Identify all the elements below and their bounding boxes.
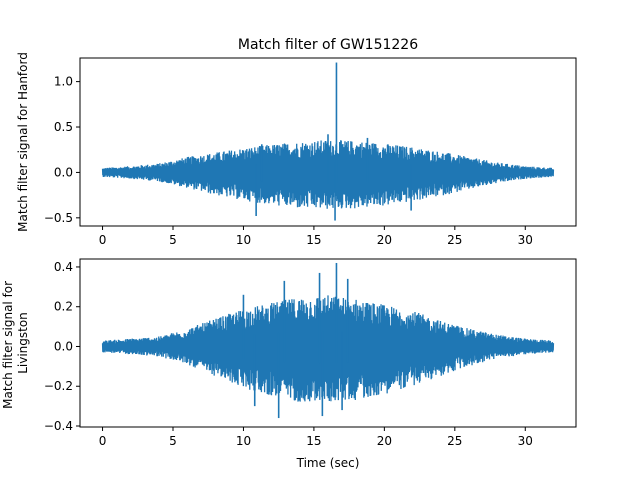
hanford-y-tick-label: −0.5 bbox=[44, 211, 73, 225]
hanford-x-tick-label: 0 bbox=[99, 233, 107, 247]
livingston-signal-group bbox=[101, 262, 555, 419]
x-axis-label: Time (sec) bbox=[296, 456, 360, 470]
hanford-x-ticks: 0 5 10 15 20 25 30 bbox=[99, 226, 533, 247]
livingston-x-tick-label: 0 bbox=[99, 434, 107, 448]
hanford-x-tick-label: 25 bbox=[447, 233, 462, 247]
livingston-y-axis-label-line-1: Match filter signal for bbox=[1, 281, 15, 409]
livingston-x-tick-label: 20 bbox=[377, 434, 392, 448]
livingston-y-tick-label: 0.0 bbox=[54, 339, 73, 353]
livingston-subplot: 0 5 10 15 20 25 30 −0.4 −0.2 0.0 0.2 0.4 Match fil… bbox=[1, 258, 577, 470]
chart-title: Match filter of GW151226 bbox=[238, 37, 418, 53]
livingston-x-tick-label: 10 bbox=[236, 434, 251, 448]
livingston-axes-frame bbox=[79, 258, 577, 428]
livingston-y-tick-label: 0.2 bbox=[54, 300, 73, 314]
livingston-y-tick-label: −0.4 bbox=[44, 419, 73, 433]
hanford-x-tick-label: 30 bbox=[518, 233, 533, 247]
livingston-y-ticks: −0.4 −0.2 0.0 0.2 0.4 bbox=[44, 260, 80, 433]
livingston-y-tick-label: −0.2 bbox=[44, 379, 73, 393]
livingston-signal-line bbox=[101, 295, 555, 402]
hanford-x-tick-label: 20 bbox=[377, 233, 392, 247]
livingston-x-ticks: 0 5 10 15 20 25 30 bbox=[99, 427, 533, 448]
hanford-x-tick-label: 5 bbox=[169, 233, 177, 247]
hanford-y-axis-label: Match filter signal for Hanford bbox=[16, 52, 30, 232]
hanford-y-tick-label: 0.0 bbox=[54, 165, 73, 179]
hanford-signal-group bbox=[101, 62, 555, 221]
livingston-y-tick-label: 0.4 bbox=[54, 260, 73, 274]
livingston-y-axis-label-line-2: Livingston bbox=[16, 312, 30, 374]
livingston-y-axis-label: Match filter signal for Livingston bbox=[1, 277, 30, 409]
livingston-x-tick-label: 25 bbox=[447, 434, 462, 448]
hanford-x-tick-label: 15 bbox=[306, 233, 321, 247]
livingston-x-tick-label: 5 bbox=[169, 434, 177, 448]
livingston-x-tick-label: 30 bbox=[518, 434, 533, 448]
hanford-axes-frame bbox=[79, 57, 577, 227]
hanford-y-ticks: −0.5 0.0 0.5 1.0 bbox=[44, 75, 80, 225]
livingston-x-tick-label: 15 bbox=[306, 434, 321, 448]
hanford-subplot: 0 5 10 15 20 25 30 −0.5 0.0 0.5 1.0 Match filter … bbox=[16, 52, 577, 247]
hanford-y-tick-label: 1.0 bbox=[54, 75, 73, 89]
hanford-x-tick-label: 10 bbox=[236, 233, 251, 247]
hanford-y-tick-label: 0.5 bbox=[54, 120, 73, 134]
